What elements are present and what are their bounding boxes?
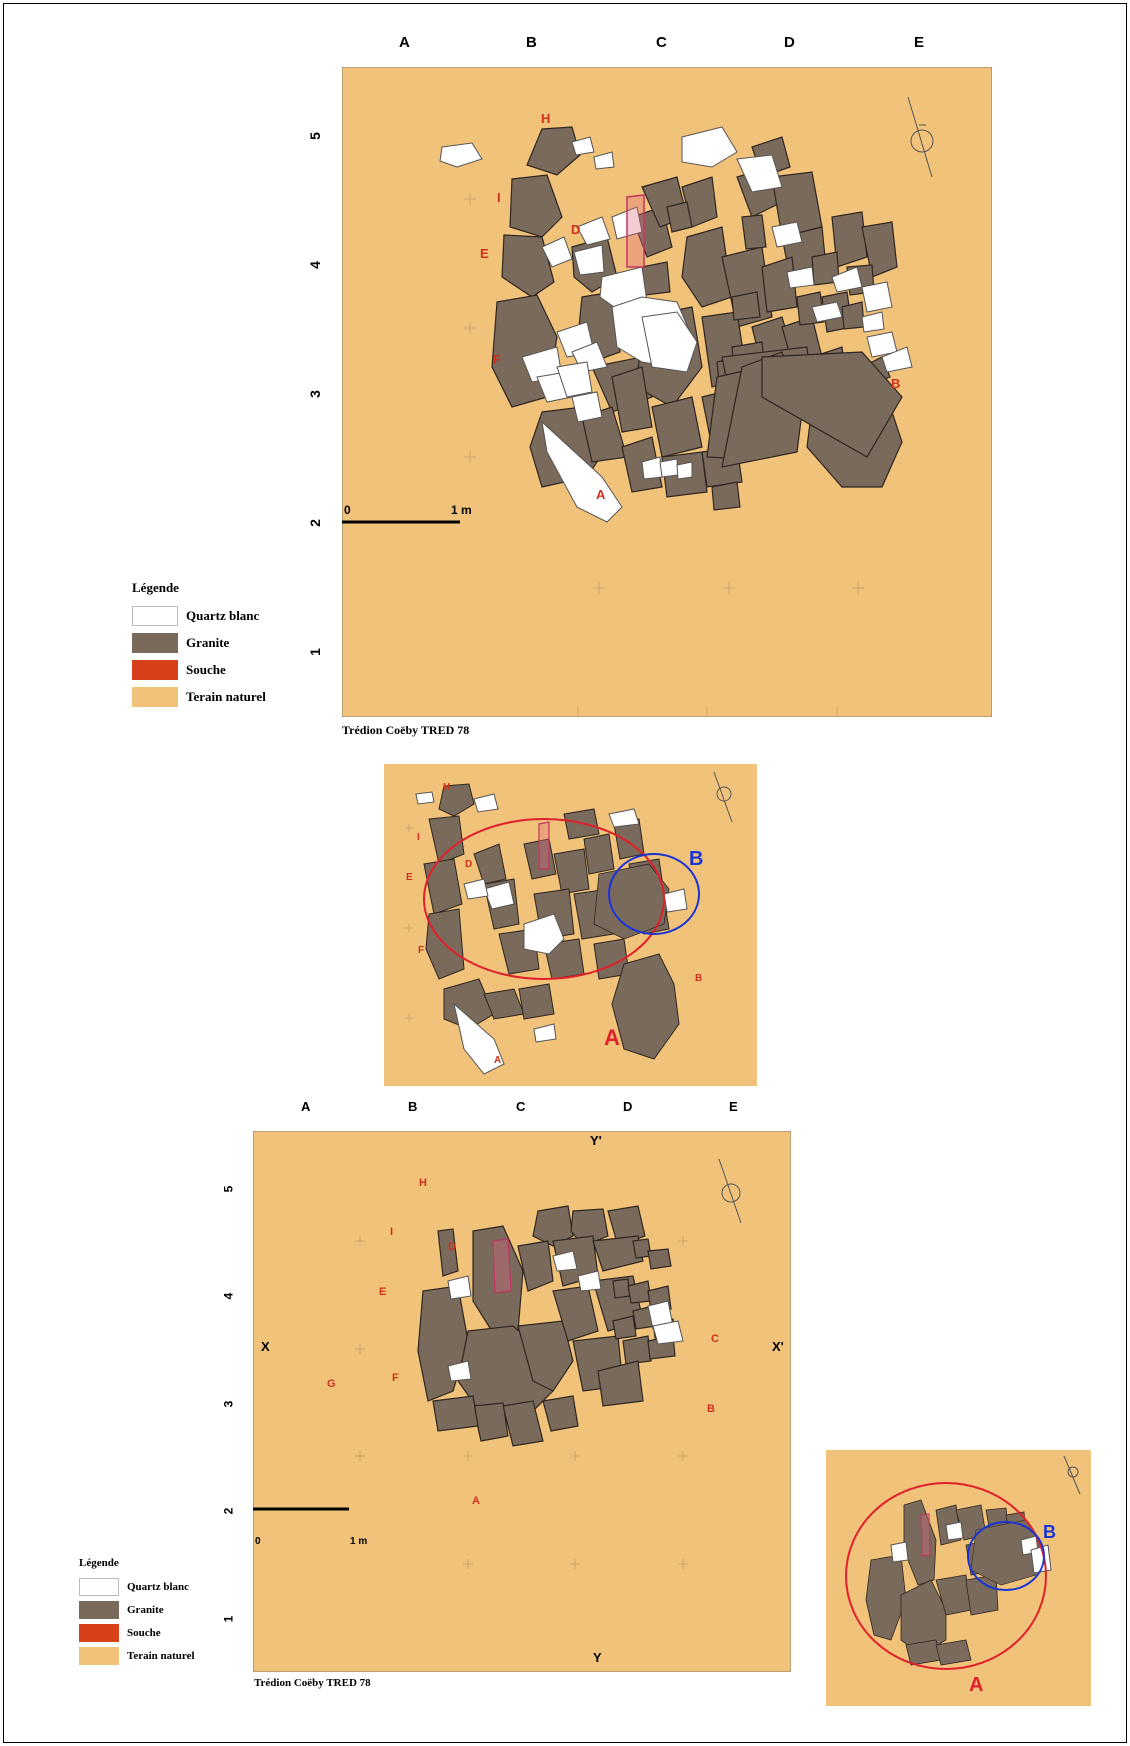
mid-letter-a: A bbox=[494, 1055, 502, 1066]
bottom-letter-g: G bbox=[327, 1378, 336, 1390]
stone-letter-h: H bbox=[541, 111, 551, 126]
bottom-letter-h: H bbox=[419, 1177, 427, 1189]
section-mark-y: Y bbox=[593, 1650, 602, 1665]
legend-title: Légende bbox=[132, 580, 179, 595]
row-label-2: 2 bbox=[306, 519, 323, 527]
bottom-plan-map bbox=[253, 1131, 791, 1672]
mid-letter-d: D bbox=[465, 859, 473, 870]
mid-letter-i: I bbox=[417, 832, 420, 843]
legend-bottom: Légende Quartz blanc Granite Souche Tera… bbox=[79, 1557, 195, 1667]
section-mark-y-prime: Y' bbox=[590, 1133, 602, 1148]
middle-zoned-plan bbox=[384, 764, 757, 1086]
stone-letter-b: B bbox=[891, 376, 901, 391]
legend-bottom-item-granite: Granite bbox=[79, 1598, 195, 1621]
bottom-letter-i: I bbox=[390, 1226, 394, 1238]
row2-label-3: 3 bbox=[221, 1400, 236, 1408]
legend-bottom-item-souche: Souche bbox=[79, 1621, 195, 1644]
section-mark-x-prime: X' bbox=[772, 1339, 784, 1354]
bottom-letter-d: D bbox=[448, 1241, 456, 1253]
col2-label-a: A bbox=[301, 1099, 311, 1114]
col-label-e: E bbox=[914, 34, 925, 51]
stone-letter-i: I bbox=[497, 190, 501, 205]
row-label-3: 3 bbox=[306, 390, 323, 398]
legend-bottom-title: Légende bbox=[79, 1557, 119, 1569]
col-label-a: A bbox=[399, 34, 410, 51]
small-zone-b-label: B bbox=[1043, 1522, 1056, 1542]
col2-label-d: D bbox=[623, 1099, 633, 1114]
row2-label-2: 2 bbox=[221, 1507, 236, 1515]
legend-item-terrain: Terain naturel bbox=[132, 683, 266, 710]
legend-bottom-item-terrain: Terain naturel bbox=[79, 1644, 195, 1667]
caption-top: Trédion Coëby TRED 78 bbox=[342, 723, 470, 737]
stone-letter-d: D bbox=[571, 222, 581, 237]
small-zoned-plan bbox=[826, 1450, 1091, 1706]
col-label-b: B bbox=[526, 34, 537, 51]
bottom-letter-b: B bbox=[707, 1403, 715, 1415]
row2-label-1: 1 bbox=[221, 1615, 236, 1623]
stone-letter-a: A bbox=[596, 487, 606, 502]
col2-label-c: C bbox=[516, 1099, 526, 1114]
bottom-letter-a: A bbox=[472, 1495, 480, 1507]
bottom-letter-f: F bbox=[392, 1372, 399, 1384]
legend-item-quartz: Quartz blanc bbox=[132, 602, 266, 629]
mid-letter-f: F bbox=[418, 945, 425, 956]
scale2-one-m: 1 m bbox=[350, 1536, 368, 1547]
caption-bottom: Trédion Coëby TRED 78 bbox=[254, 1677, 371, 1689]
stone-letter-f: F bbox=[493, 352, 501, 367]
col-label-d: D bbox=[784, 34, 795, 51]
row-label-5: 5 bbox=[306, 132, 323, 140]
row2-label-4: 4 bbox=[221, 1292, 236, 1300]
legend-item-granite: Granite bbox=[132, 629, 266, 656]
scale-zero: 0 bbox=[344, 503, 351, 517]
legend-top: Légende Quartz blanc Granite Souche Tera… bbox=[132, 580, 266, 710]
figure-frame bbox=[3, 3, 1127, 1743]
col2-label-e: E bbox=[729, 1099, 738, 1114]
stone-letter-e: E bbox=[480, 246, 489, 261]
bottom-letter-e: E bbox=[379, 1286, 387, 1298]
row-label-4: 4 bbox=[306, 261, 323, 269]
zone-b-label: B bbox=[689, 848, 704, 870]
legend-item-souche: Souche bbox=[132, 656, 266, 683]
row-label-1: 1 bbox=[306, 648, 323, 656]
scale-one-m: 1 m bbox=[451, 503, 472, 517]
col-label-c: C bbox=[656, 34, 667, 51]
zone-a-label: A bbox=[604, 1025, 620, 1050]
legend-bottom-item-quartz: Quartz blanc bbox=[79, 1575, 195, 1598]
mid-letter-e: E bbox=[406, 872, 413, 883]
section-mark-x: X bbox=[261, 1339, 270, 1354]
row2-label-5: 5 bbox=[221, 1185, 236, 1193]
scale2-zero: 0 bbox=[255, 1536, 261, 1547]
mid-letter-h: H bbox=[443, 782, 451, 793]
bottom-letter-c: C bbox=[711, 1333, 719, 1345]
small-zone-a-label: A bbox=[969, 1674, 984, 1696]
top-plan-map bbox=[342, 67, 992, 717]
col2-label-b: B bbox=[408, 1099, 418, 1114]
mid-letter-b: B bbox=[695, 973, 703, 984]
